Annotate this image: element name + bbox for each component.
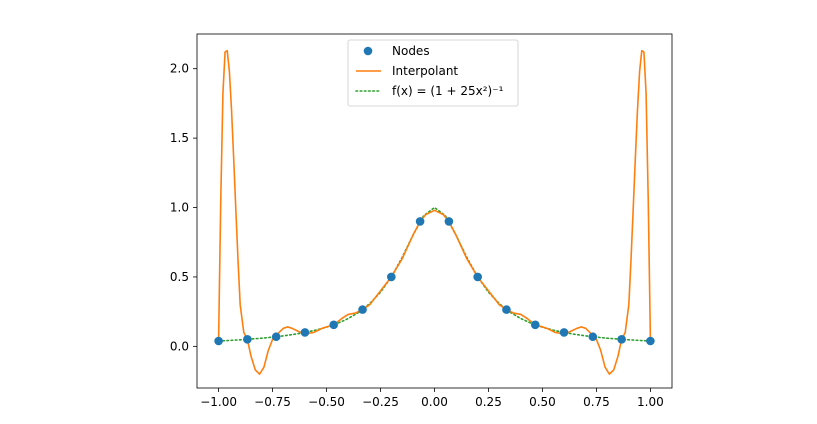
x-tick-label: 0.00: [421, 395, 448, 409]
legend-label: Nodes: [392, 44, 430, 58]
legend-marker-nodes: [363, 46, 373, 56]
node-point: [530, 320, 540, 330]
y-tick-label: 0.5: [170, 270, 189, 284]
y-tick-label: 0.0: [170, 339, 189, 353]
node-point: [387, 272, 396, 282]
x-tick-label: 0.50: [529, 395, 556, 409]
y-tick-label: 1.0: [170, 201, 189, 215]
x-axis: −1.00 −0.75 −0.50 −0.25 0.00 0.25 0.50 0.75 1.00: [200, 388, 664, 409]
x-tick-label: −1.00: [200, 395, 237, 409]
y-tick-label: 2.0: [170, 62, 189, 76]
series-layer: [214, 49, 655, 375]
node-point: [271, 332, 281, 342]
y-tick-label: 1.5: [170, 131, 189, 145]
legend-label: Interpolant: [392, 64, 458, 78]
node-point: [502, 305, 511, 314]
node-point: [300, 328, 310, 337]
node-point: [329, 320, 339, 330]
x-tick-label: 0.25: [475, 395, 502, 409]
node-point: [243, 335, 252, 344]
node-point: [559, 328, 569, 337]
node-point: [646, 336, 655, 346]
x-tick-label: −0.75: [254, 395, 291, 409]
y-axis: 0.0 0.5 1.0 1.5 2.0: [170, 62, 197, 353]
legend-box: [347, 39, 519, 107]
node-point: [358, 305, 367, 314]
x-tick-label: 1.00: [637, 395, 664, 409]
x-tick-label: −0.25: [362, 395, 399, 409]
legend-label: f(x) = (1 + 25x²)⁻¹: [392, 84, 504, 98]
series-line-interpolant: [217, 49, 652, 375]
x-tick-label: 0.75: [583, 395, 610, 409]
node-point: [415, 217, 425, 226]
node-point: [473, 272, 482, 282]
series-line-function: [217, 206, 652, 342]
node-point: [444, 217, 454, 226]
node-point: [214, 336, 223, 346]
x-tick-label: −0.50: [308, 395, 345, 409]
node-point: [617, 335, 626, 344]
node-point: [588, 332, 598, 342]
legend: Nodes Interpolant f(x) = (1 + 25x²)⁻¹: [347, 39, 519, 107]
